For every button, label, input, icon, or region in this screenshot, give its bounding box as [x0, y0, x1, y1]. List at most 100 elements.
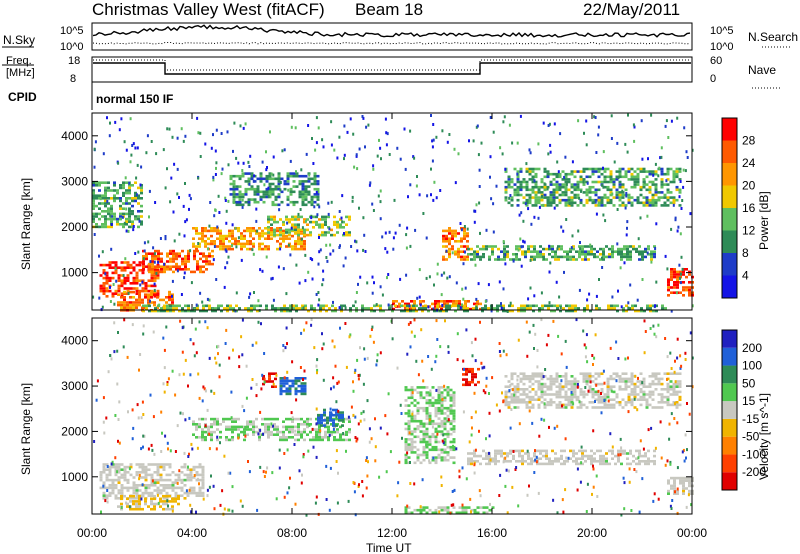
nsky-tick-bottom: 10^0	[60, 41, 84, 53]
time-tick-label: 20:00	[577, 526, 607, 540]
power-colorbar-tick-label: 20	[742, 179, 756, 193]
velocity-region-4	[317, 408, 344, 427]
velocity-y-tick-label: 4000	[61, 334, 88, 348]
velocity-colorbar-swatch	[722, 418, 737, 437]
power-x-axis	[91, 113, 693, 310]
power-colorbar: 4 8 12 16 20 24 28	[721, 117, 756, 299]
velocity-colorbar-swatch	[722, 401, 737, 419]
nave-trace	[93, 59, 691, 71]
velocity-colorbar-swatch	[722, 347, 737, 366]
power-colorbar-tick-label: 12	[742, 224, 756, 238]
velocity-region-2	[262, 372, 277, 388]
velocity-y-tick-label: 2000	[61, 424, 88, 438]
time-tick-label: 12:00	[377, 526, 407, 540]
beam-label: Beam 18	[355, 0, 423, 19]
nsky-label: N.Sky	[3, 33, 35, 47]
power-colorbar-swatch	[722, 118, 737, 141]
power-colorbar-swatch	[722, 163, 737, 186]
velocity-colorbar-tick-label: -50	[742, 430, 760, 444]
velocity-colorbar-tick-label: 200	[742, 341, 762, 355]
power-y-axis: 1000 2000 3000 4000	[61, 129, 692, 280]
freq-trace	[93, 62, 691, 75]
velocity-colorbar-swatch	[722, 365, 737, 384]
power-colorbar-swatch	[722, 275, 737, 298]
power-y-axis-label: Slant Range [km]	[19, 178, 33, 270]
velocity-colorbar-tick-label: 15	[742, 394, 756, 408]
power-region-4	[267, 215, 351, 237]
velocity-y-tick-label: 1000	[61, 470, 88, 484]
power-panel	[91, 112, 693, 311]
power-region-6	[229, 172, 320, 207]
freq-panel	[91, 56, 693, 83]
power-scatter-echoes	[92, 113, 694, 313]
time-axis-labels: 00:00 04:00 08:00 12:00 16:00 20:00 00:00	[77, 526, 707, 540]
nsearch-label: N.Search	[748, 30, 798, 44]
freq-tick-bottom: 8	[70, 73, 76, 85]
power-y-tick-label: 3000	[61, 174, 88, 188]
velocity-region-10	[117, 494, 180, 511]
velocity-region-11	[667, 476, 694, 495]
power-colorbar-swatch	[722, 253, 737, 276]
velocity-colorbar-swatch	[722, 454, 737, 473]
power-colorbar-swatch	[722, 140, 737, 163]
power-colorbar-frame	[721, 117, 738, 299]
velocity-colorbar-tick-label: 50	[742, 376, 756, 390]
velocity-y-tick-label: 3000	[61, 379, 88, 393]
velocity-colorbar-tick-label: -15	[742, 412, 760, 426]
nsearch-trace	[92, 41, 691, 45]
power-region-12	[142, 304, 667, 313]
power-heatmap-cells	[92, 113, 694, 313]
freq-tick-top: 18	[68, 55, 80, 67]
nave-tick-top: 60	[710, 55, 722, 67]
power-colorbar-tick-label: 8	[742, 246, 749, 260]
power-colorbar-tick-label: 16	[742, 201, 756, 215]
time-tick-label: 00:00	[77, 526, 107, 540]
power-colorbar-label: Power [dB]	[757, 191, 771, 250]
power-region-3	[192, 227, 306, 251]
power-region-5	[92, 181, 143, 229]
nsky-tick-top: 10^5	[60, 25, 84, 37]
velocity-region-8	[467, 449, 656, 466]
nsearch-tick-top: 10^5	[710, 25, 734, 37]
velocity-colorbar-frame	[721, 329, 738, 491]
nave-label: Nave	[748, 63, 776, 77]
velocity-colorbar-label: Velocity [m s^-1]	[757, 393, 771, 480]
velocity-colorbar-tick-label: -200	[742, 465, 766, 479]
time-tick-label: 04:00	[177, 526, 207, 540]
freq-label: Freq.	[6, 55, 32, 67]
velocity-colorbar-swatch	[722, 383, 737, 402]
cpid-label: CPID	[8, 90, 37, 104]
nsky-trace	[92, 24, 691, 38]
velocity-panel	[91, 317, 693, 515]
velocity-y-axis: 1000 2000 3000 4000	[61, 334, 692, 484]
cpid-value: normal 150 IF	[96, 92, 173, 106]
power-colorbar-tick-label: 28	[742, 134, 756, 148]
power-region-8	[442, 227, 469, 261]
velocity-colorbar-swatch	[722, 472, 737, 490]
power-colorbar-swatch	[722, 230, 737, 253]
power-region-9	[467, 245, 656, 261]
velocity-colorbar-tick-label: 100	[742, 359, 762, 373]
power-colorbar-swatch	[722, 208, 737, 231]
power-region-2	[142, 249, 214, 274]
velocity-region-9	[504, 372, 682, 409]
power-colorbar-swatch	[722, 185, 737, 208]
velocity-colorbar-swatch	[722, 330, 737, 348]
velocity-colorbar: 200 100 50 15 -15 -50 -100 -200	[721, 329, 766, 491]
freq-unit: [MHz]	[6, 67, 35, 79]
velocity-region-5	[404, 386, 456, 465]
power-colorbar-tick-label: 24	[742, 156, 756, 170]
nave-tick-bottom: 0	[710, 73, 716, 85]
power-region-10	[504, 167, 682, 207]
power-y-tick-label: 2000	[61, 220, 88, 234]
velocity-y-axis-label: Slant Range [km]	[19, 383, 33, 475]
power-colorbar-tick-label: 4	[742, 269, 749, 283]
velocity-colorbar-swatch	[722, 436, 737, 455]
velocity-scatter-echoes	[93, 318, 694, 517]
time-tick-label: 00:00	[677, 526, 707, 540]
velocity-colorbar-tick-label: -100	[742, 447, 766, 461]
power-y-tick-label: 1000	[61, 266, 88, 280]
velocity-heatmap-cells	[93, 318, 694, 517]
date-label: 22/May/2011	[583, 0, 680, 19]
